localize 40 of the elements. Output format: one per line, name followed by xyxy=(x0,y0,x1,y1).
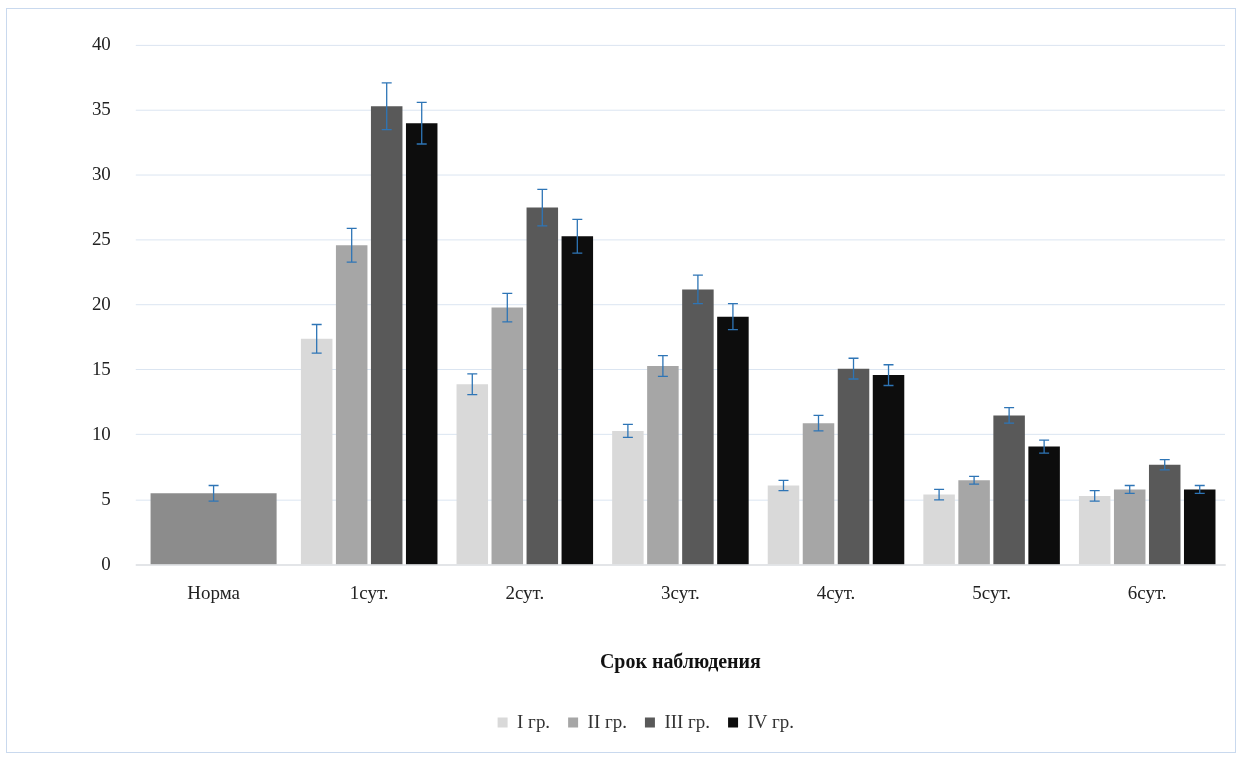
y-tick-label: 40 xyxy=(91,33,111,55)
x-axis-title: Срок наблюдения xyxy=(599,650,762,674)
x-tick-label: Норма xyxy=(187,582,241,603)
bar xyxy=(491,307,524,565)
y-tick-label: 15 xyxy=(91,357,111,379)
x-tick-label: 5сут. xyxy=(972,582,1011,603)
y-tick-label: 0 xyxy=(101,552,111,574)
bar xyxy=(802,423,835,565)
x-tick-label: 4сут. xyxy=(816,582,856,603)
bar xyxy=(561,236,594,565)
bar xyxy=(958,480,990,565)
bar xyxy=(647,366,679,565)
y-tick-label: 10 xyxy=(91,422,111,444)
bar xyxy=(1028,446,1060,565)
x-tick-label: 1сут. xyxy=(349,582,389,603)
bar xyxy=(526,207,559,565)
legend-label: III гр. xyxy=(664,710,711,732)
bar xyxy=(1148,464,1181,565)
legend-label: I гр. xyxy=(517,710,551,732)
bar xyxy=(717,316,749,565)
bar xyxy=(150,493,277,565)
y-tick-label: 35 xyxy=(91,98,111,120)
bar xyxy=(682,289,714,565)
y-tick-label: 5 xyxy=(101,487,111,509)
bar xyxy=(1183,489,1216,565)
legend-label: II гр. xyxy=(587,710,627,732)
x-tick-label: 3сут. xyxy=(661,582,700,603)
y-tick-label: 30 xyxy=(91,163,111,185)
bar xyxy=(370,106,403,565)
bar xyxy=(405,123,438,565)
y-tick-label: 20 xyxy=(91,292,111,314)
bar xyxy=(335,245,368,565)
legend-label: IV гр. xyxy=(747,710,794,732)
bar xyxy=(1113,489,1146,565)
bar xyxy=(872,375,905,565)
x-tick-label: 6сут. xyxy=(1127,582,1167,603)
y-tick-label: 25 xyxy=(91,228,111,250)
bar xyxy=(837,368,870,565)
x-tick-label: 2сут. xyxy=(505,582,545,603)
bar xyxy=(993,415,1025,565)
